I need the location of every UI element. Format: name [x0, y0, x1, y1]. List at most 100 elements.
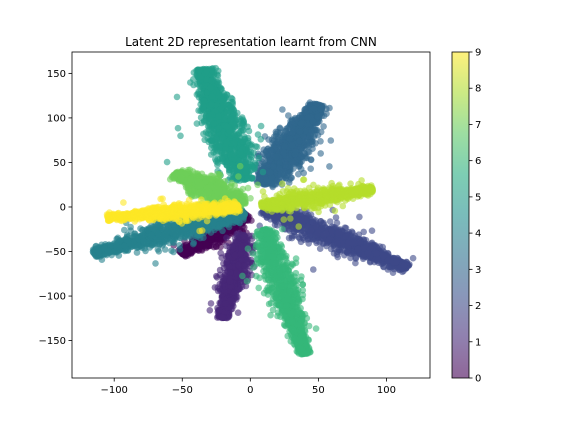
data-point: [317, 105, 325, 113]
data-point: [368, 227, 376, 234]
data-point: [277, 171, 285, 178]
data-point: [288, 234, 296, 242]
data-point: [304, 114, 312, 121]
data-point: [285, 123, 293, 131]
data-point: [214, 284, 222, 291]
data-point: [317, 138, 324, 145]
data-point: [274, 137, 282, 145]
data-point: [309, 218, 317, 226]
data-point: [307, 165, 315, 172]
data-point: [328, 227, 335, 235]
data-point: [274, 215, 281, 223]
data-point: [325, 236, 333, 244]
data-point: [385, 263, 393, 271]
data-point: [380, 263, 388, 271]
data-point: [272, 153, 280, 161]
data-point: [300, 169, 308, 177]
data-point: [285, 169, 293, 177]
data-point: [152, 260, 159, 267]
data-point: [326, 218, 334, 225]
data-point: [285, 112, 292, 119]
data-point: [223, 234, 230, 242]
data-point: [213, 242, 220, 250]
data-point: [352, 255, 360, 262]
data-point: [280, 149, 287, 156]
chart-title: Latent 2D representation learnt from CNN: [125, 35, 377, 49]
data-point: [310, 105, 318, 112]
data-point: [292, 148, 299, 155]
data-point: [379, 252, 387, 260]
data-point: [217, 300, 224, 308]
data-point: [322, 230, 330, 237]
data-point: [297, 120, 305, 127]
data-point: [296, 235, 303, 242]
data-point: [327, 137, 335, 144]
data-point: [121, 226, 128, 234]
data-point: [229, 243, 236, 251]
data-point: [296, 128, 304, 135]
data-point: [347, 254, 354, 262]
data-point: [206, 307, 214, 314]
data-point: [231, 251, 239, 259]
data-point: [281, 143, 289, 151]
data-point: [240, 233, 248, 240]
data-point: [207, 229, 215, 236]
data-point: [207, 300, 215, 307]
data-point: [331, 245, 338, 253]
data-point: [267, 146, 275, 154]
data-point: [219, 220, 227, 228]
data-point: [322, 223, 330, 231]
data-point: [216, 307, 223, 314]
data-point: [235, 261, 242, 269]
data-point: [316, 245, 324, 252]
data-point: [222, 300, 229, 307]
data-point: [220, 264, 228, 272]
data-point: [409, 254, 417, 262]
data-point: [319, 240, 327, 247]
data-point: [227, 269, 234, 276]
series-class-1: [206, 230, 261, 322]
data-point: [238, 242, 245, 250]
data-point: [237, 251, 244, 258]
data-point: [363, 240, 370, 248]
data-point: [296, 111, 304, 119]
data-point: [241, 262, 248, 269]
data-point: [364, 250, 372, 257]
data-point: [226, 263, 233, 271]
data-point: [300, 150, 308, 157]
data-point: [320, 123, 327, 130]
data-point: [200, 234, 207, 241]
data-point: [234, 309, 242, 317]
data-point: [333, 251, 341, 258]
data-point: [230, 289, 238, 296]
data-point: [296, 137, 303, 145]
data-point: [326, 163, 333, 170]
data-point: [334, 240, 341, 248]
data-point: [374, 257, 382, 264]
data-point: [280, 133, 287, 140]
data-point: [295, 216, 303, 223]
data-point: [342, 233, 349, 240]
data-point: [274, 222, 281, 229]
data-point: [314, 113, 322, 120]
data-point: [312, 231, 320, 239]
data-point: [233, 269, 240, 277]
data-point: [360, 228, 368, 236]
data-point: [197, 242, 204, 250]
data-point: [400, 267, 407, 275]
data-point: [332, 214, 340, 221]
data-point: [350, 234, 358, 242]
data-point: [393, 258, 400, 266]
data-point: [400, 262, 408, 269]
data-point: [373, 250, 381, 257]
data-point: [213, 274, 221, 281]
data-point: [317, 150, 325, 157]
data-point: [356, 213, 363, 221]
series-class-3: [236, 99, 335, 191]
data-point: [288, 142, 296, 149]
data-point: [266, 169, 274, 176]
data-point: [341, 247, 349, 255]
data-point: [326, 104, 333, 112]
data-point: [161, 246, 169, 253]
